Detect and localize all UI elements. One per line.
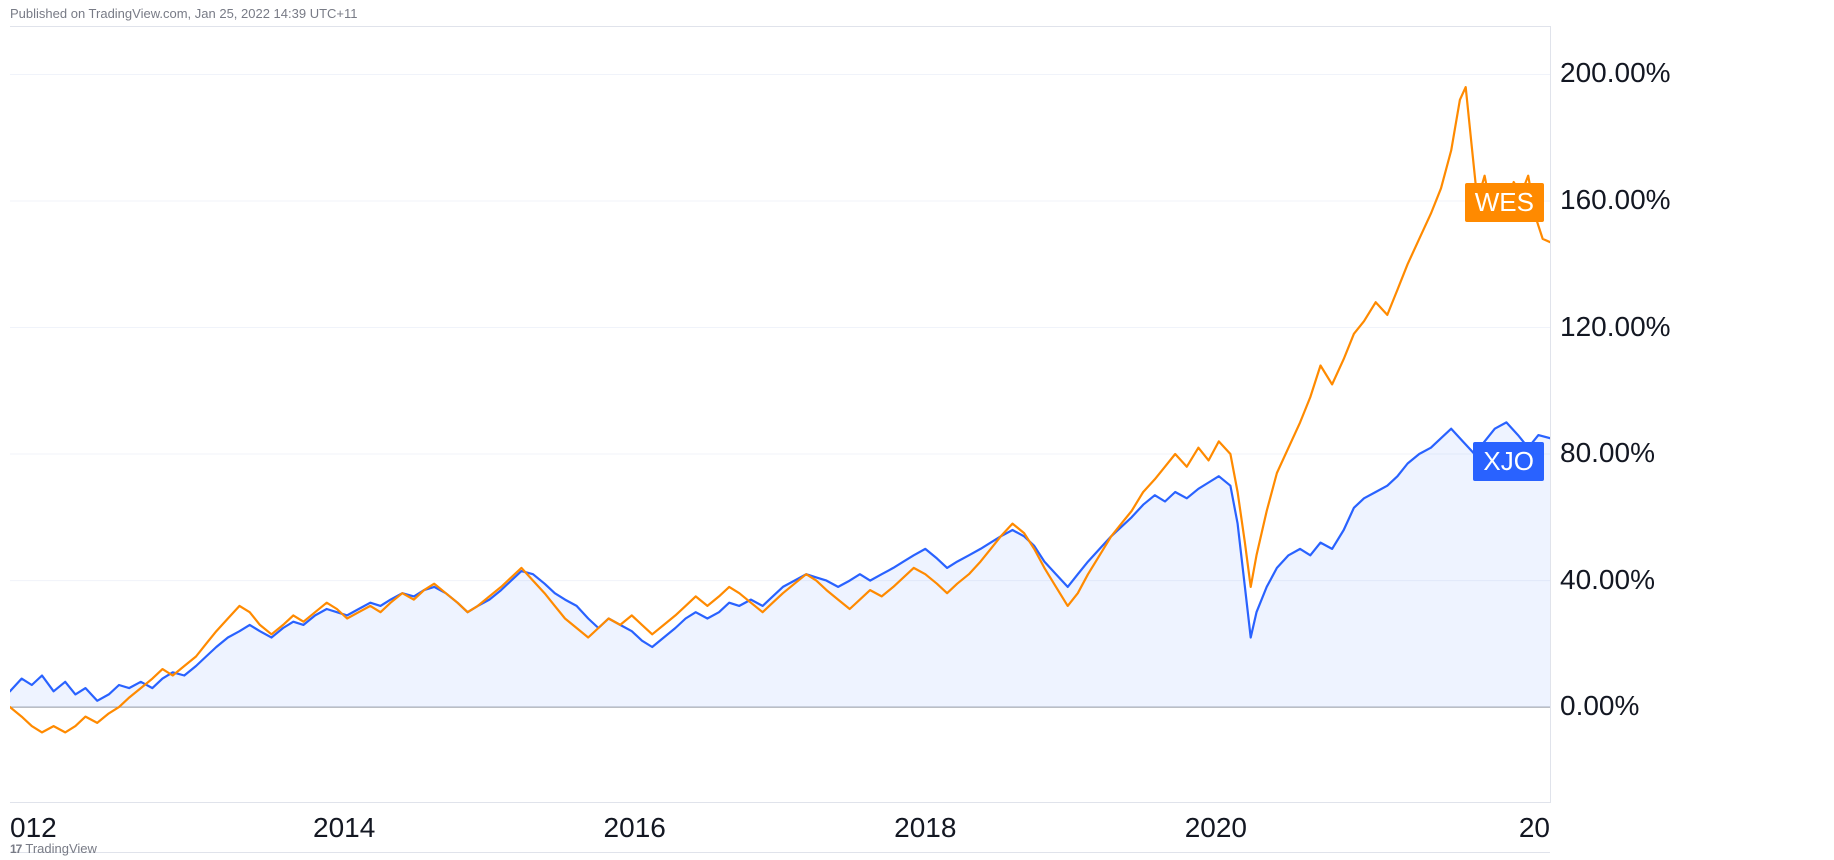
- y-tick-label: 160.00%: [1560, 184, 1671, 216]
- y-tick-label: 40.00%: [1560, 564, 1655, 596]
- x-tick-label: 20: [1519, 812, 1550, 844]
- plot-area[interactable]: XJO WES: [10, 26, 1551, 803]
- x-tick-label: 2016: [604, 812, 666, 844]
- y-tick-label: 200.00%: [1560, 57, 1671, 89]
- publish-info: Published on TradingView.com, Jan 25, 20…: [10, 6, 358, 21]
- y-tick-label: 120.00%: [1560, 311, 1671, 343]
- x-tick-label: 2014: [313, 812, 375, 844]
- y-axis: 0.00% 40.00% 80.00% 120.00% 160.00% 200.00%: [1560, 26, 1830, 801]
- footer-attribution: 17 TradingView: [10, 841, 97, 856]
- y-tick-label: 0.00%: [1560, 690, 1639, 722]
- y-tick-label: 80.00%: [1560, 437, 1655, 469]
- x-axis: 012201420162018202020: [10, 806, 1550, 853]
- footer-brand: TradingView: [25, 841, 97, 856]
- x-tick-label: 012: [10, 812, 57, 844]
- x-tick-label: 2020: [1185, 812, 1247, 844]
- chart-svg: [10, 27, 1550, 802]
- tradingview-logo-icon: 17: [10, 842, 21, 856]
- series-badge-wes: WES: [1465, 183, 1544, 222]
- x-tick-label: 2018: [894, 812, 956, 844]
- series-badge-xjo: XJO: [1473, 442, 1544, 481]
- chart-container: Published on TradingView.com, Jan 25, 20…: [0, 0, 1834, 860]
